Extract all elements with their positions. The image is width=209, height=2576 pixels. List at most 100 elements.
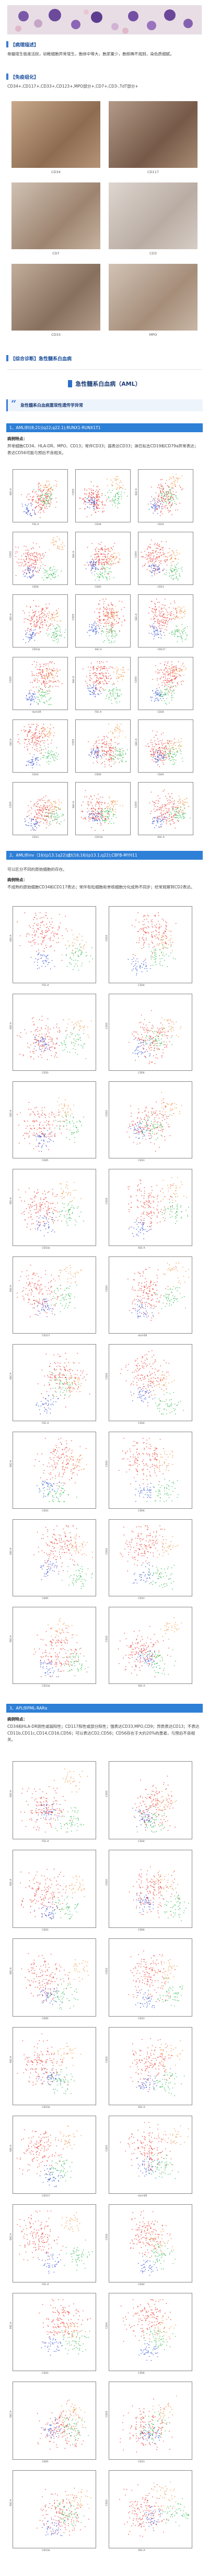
axis-x-label: CD34 <box>138 984 145 987</box>
ihc-cd117 <box>109 101 198 168</box>
axis-y-label: SSC-A <box>10 2233 13 2241</box>
scatter-svg <box>80 790 123 831</box>
scatter-svg <box>17 724 59 768</box>
axis-y-label: CD33 <box>106 1022 109 1030</box>
flow-plot: FSC-A SSC-A <box>10 2204 96 2286</box>
axis-x-label: CD13 <box>138 1159 145 1162</box>
axis-x-label: CD117 <box>42 1335 50 1337</box>
scatter-svg <box>141 539 183 581</box>
axis-x-label: CD45 <box>95 586 101 589</box>
axis-x-label: CD117 <box>42 2195 50 2197</box>
sec3-label: 病例特点： <box>7 1717 27 1722</box>
scatter-svg <box>39 2299 91 2356</box>
axis-y-label: SSC-A <box>10 2144 13 2152</box>
flow-plot: CD45 SSC-A <box>10 1081 96 1162</box>
axis-y-label: CD33 <box>72 489 75 495</box>
ihc-label-cd7: CD7 <box>52 251 60 255</box>
flow-plot: CD11b SSC-A <box>73 782 131 839</box>
axis-y-label: SSC-A <box>10 613 13 621</box>
axis-y-label: CD33 <box>106 1110 109 1117</box>
axis-y-label: CD33 <box>135 551 138 558</box>
sec1-band: 1、AML伴t(8;21)(q22;q22.1);RUNX1-RUNX1T1 <box>6 423 203 432</box>
axis-y-label: SSC-A <box>10 1548 13 1555</box>
ihc-label-cd34: CD34 <box>51 170 61 174</box>
axis-x-label: CD34 <box>138 2284 145 2286</box>
sec1-flow-grid: FSC-A SSC-A CD34 CD33 CD33 SSC-A CD56 CD33 CD45 S… <box>7 469 202 845</box>
axis-y-label: SSC-A <box>10 935 13 942</box>
axis-y-label: SSC-A <box>10 1022 13 1030</box>
axis-x-label: SSC-A <box>138 1247 145 1250</box>
axis-y-label: SSC-A <box>10 488 13 496</box>
flow-plot: SSC-A CD33 <box>106 1169 192 1250</box>
axis-y-label: CD33 <box>106 1373 109 1380</box>
ihc-label-cd3: CD3 <box>149 251 157 255</box>
scatter-svg <box>148 473 183 516</box>
scatter-svg <box>33 1618 89 1678</box>
flow-plot: CD13 CD33 <box>106 1081 192 1162</box>
scatter-svg <box>17 912 93 971</box>
scatter-svg <box>120 1525 179 1590</box>
axis-x-label: FSC-A <box>42 1840 49 1843</box>
scatter-svg <box>127 912 177 975</box>
axis-x-label: CD45 <box>42 1159 49 1162</box>
axis-y-label: SSC-A <box>135 613 138 621</box>
axis-x-label: CD13 <box>138 2461 145 2463</box>
axis-y-label: SSC-A <box>10 1790 13 1798</box>
scatter-svg <box>20 1768 88 1833</box>
flow-plot: CD117 SSC-A <box>10 2116 96 2197</box>
immuno-desc: CD34+,CD117+,CD33+,CD123+,MPO部分+,CD7+,CD… <box>7 84 138 89</box>
axis-x-label: CD56 <box>138 1929 145 1932</box>
flow-plot: FSC-A SSC-A <box>73 657 131 714</box>
flow-plot: CD34 CD33 <box>106 1761 192 1843</box>
quote-text: 急性髓系白血病重现性遗传学异常 <box>20 403 83 408</box>
flow-plot: CD34 CD33 <box>72 469 131 526</box>
axis-y-label: CD33 <box>106 2322 109 2329</box>
immuno-header: 【免疫组化】 <box>10 75 39 80</box>
flow-plot: CD13 CD33 <box>106 1938 192 2020</box>
diag-header: 【综合诊断】急性髓系白血病 <box>10 356 72 362</box>
axis-y-label: SSC-A <box>10 1878 13 1886</box>
axis-x-label: CD33 <box>42 2372 49 2375</box>
ihc-cd34 <box>11 101 100 168</box>
scatter-svg <box>88 724 128 767</box>
quote-mark-icon: “ <box>11 398 17 409</box>
scatter-svg <box>129 1866 189 1921</box>
scatter-svg <box>149 789 191 829</box>
axis-y-label: SSC-A <box>10 1635 13 1643</box>
flow-plot: CD56 CD33 <box>106 2293 192 2375</box>
flow-plot: CD45 SSC-A <box>10 1938 96 2020</box>
axis-x-label: CD34 <box>138 1840 145 1843</box>
sec1-label: 病例特点： <box>7 436 27 441</box>
flow-plot: CD11b SSC-A <box>10 2470 96 2552</box>
scatter-svg <box>148 599 188 642</box>
scatter-svg <box>127 1177 189 1240</box>
flow-plot: CD34 CD33 <box>106 906 192 987</box>
scatter-svg <box>18 1181 84 1237</box>
immuno-header-bar <box>6 74 8 80</box>
flow-plot: SSC-A CD33 <box>73 594 131 651</box>
ihc-grid: CD34 CD117 CD7 CD3 CD33 MPO <box>11 101 198 346</box>
ihc-label-cd117: CD117 <box>147 170 159 174</box>
flow-plot: CD33 SSC-A <box>10 2293 96 2375</box>
axis-x-label: SSC-A <box>157 836 165 839</box>
morph-desc: 骨髓增生极度活跃，幼稚细胞异常增生，胞体中等大，胞浆量少，胞核椭不规则，染色质细… <box>7 52 174 56</box>
scatter-svg <box>127 1262 189 1321</box>
scatter-svg <box>145 730 183 767</box>
flow-plot: CD117 SSC-A <box>10 1256 96 1337</box>
scatter-svg <box>17 2211 93 2274</box>
axis-x-label: CD45 <box>157 774 164 776</box>
ihc-cd33 <box>11 264 100 331</box>
diag-header-bar <box>6 355 8 361</box>
flow-plot: CD56 CD33 <box>106 1850 192 1932</box>
flow-plot: CD11b SSC-A <box>10 2027 96 2109</box>
axis-x-label: CD13 <box>138 1597 145 1600</box>
sec2-intro: 可以区分不同的原始细胞的存在。 <box>7 867 67 872</box>
scatter-svg <box>128 1950 183 2008</box>
sec1-text: 异常细胞CD34、HLA-DR、MPO、CD13；常伴CD33；弱表达CD33；… <box>7 444 199 455</box>
axis-x-label: CD11b <box>42 1247 50 1250</box>
flow-plot: CD45 SSC-A <box>73 532 131 589</box>
ihc-label-cd33: CD33 <box>51 333 61 337</box>
axis-y-label: CD33 <box>106 1635 109 1643</box>
flow-plot: CD33 SSC-A <box>10 994 96 1075</box>
axis-y-label: SSC-A <box>10 1110 13 1117</box>
